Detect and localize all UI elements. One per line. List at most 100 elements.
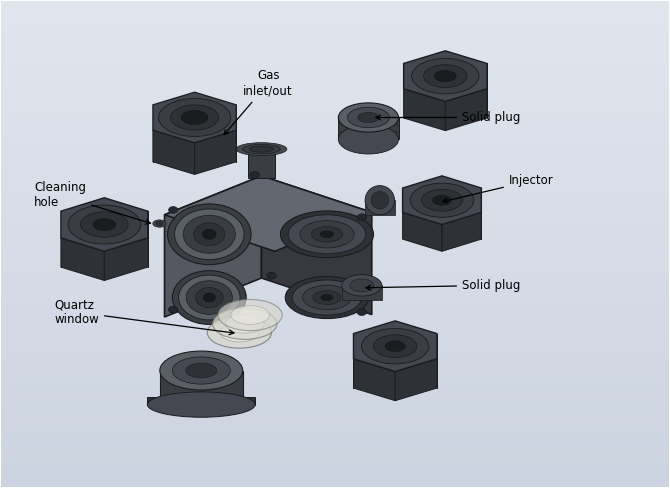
Bar <box>1 236 669 240</box>
Bar <box>1 370 669 374</box>
Bar <box>1 276 669 281</box>
Ellipse shape <box>285 277 369 319</box>
Bar <box>1 443 669 447</box>
Bar <box>1 325 669 329</box>
Polygon shape <box>165 176 261 317</box>
Bar <box>1 240 669 244</box>
Polygon shape <box>354 359 395 401</box>
Bar <box>1 179 669 183</box>
Polygon shape <box>403 51 487 102</box>
Bar <box>1 191 669 195</box>
Bar <box>1 224 669 228</box>
Ellipse shape <box>281 211 373 258</box>
Bar <box>1 13 669 17</box>
Ellipse shape <box>186 363 217 378</box>
Ellipse shape <box>68 205 141 244</box>
Ellipse shape <box>172 271 246 325</box>
Polygon shape <box>403 212 442 251</box>
Ellipse shape <box>93 219 116 230</box>
Bar <box>1 61 669 65</box>
Bar <box>1 159 669 163</box>
Polygon shape <box>403 89 446 131</box>
Bar <box>1 378 669 382</box>
Ellipse shape <box>350 279 374 292</box>
Bar <box>1 455 669 459</box>
Bar <box>1 293 669 297</box>
Bar <box>1 459 669 463</box>
Polygon shape <box>147 397 255 405</box>
Circle shape <box>169 306 178 313</box>
Polygon shape <box>61 198 148 251</box>
Bar <box>1 65 669 70</box>
Bar <box>1 139 669 142</box>
Ellipse shape <box>236 142 287 156</box>
Bar <box>1 248 669 252</box>
Ellipse shape <box>156 222 163 225</box>
Ellipse shape <box>423 65 467 87</box>
Bar <box>1 374 669 378</box>
Circle shape <box>267 272 276 279</box>
Bar <box>1 346 669 349</box>
Ellipse shape <box>300 221 354 248</box>
Bar <box>1 475 669 479</box>
Bar <box>1 309 669 313</box>
Bar <box>1 187 669 191</box>
Ellipse shape <box>153 220 166 227</box>
Bar <box>1 163 669 167</box>
Ellipse shape <box>411 59 479 94</box>
Polygon shape <box>338 131 399 133</box>
Bar <box>1 317 669 321</box>
Circle shape <box>169 206 178 213</box>
Circle shape <box>250 171 259 178</box>
Bar <box>1 288 669 293</box>
Circle shape <box>357 214 366 221</box>
Ellipse shape <box>218 300 282 330</box>
Bar <box>1 447 669 451</box>
Bar <box>1 427 669 430</box>
Bar <box>1 29 669 33</box>
Ellipse shape <box>373 335 417 358</box>
Bar <box>1 5 669 9</box>
Text: Quartz
window: Quartz window <box>54 298 234 335</box>
Bar <box>1 353 669 358</box>
Bar <box>1 90 669 94</box>
Bar <box>1 256 669 260</box>
Ellipse shape <box>365 185 395 215</box>
Polygon shape <box>194 130 237 174</box>
Bar <box>1 329 669 333</box>
Bar <box>1 313 669 317</box>
Bar <box>1 463 669 467</box>
Bar <box>1 86 669 90</box>
Bar <box>1 122 669 126</box>
Bar <box>1 53 669 58</box>
Polygon shape <box>105 238 148 281</box>
Bar <box>1 418 669 423</box>
Polygon shape <box>365 200 395 215</box>
Polygon shape <box>165 176 372 251</box>
Ellipse shape <box>385 341 405 351</box>
Ellipse shape <box>362 328 429 364</box>
Bar <box>1 70 669 74</box>
Ellipse shape <box>249 146 273 152</box>
Polygon shape <box>395 359 437 401</box>
Ellipse shape <box>320 231 334 238</box>
Bar <box>1 244 669 248</box>
Ellipse shape <box>182 110 208 124</box>
Bar <box>1 216 669 220</box>
Ellipse shape <box>434 70 456 82</box>
Bar <box>1 195 669 200</box>
Ellipse shape <box>292 280 362 315</box>
Bar <box>1 0 669 5</box>
Bar <box>1 118 669 122</box>
Ellipse shape <box>342 275 382 296</box>
Bar <box>1 264 669 268</box>
Ellipse shape <box>231 305 269 325</box>
Bar <box>1 58 669 61</box>
Bar <box>1 435 669 439</box>
Bar <box>1 110 669 114</box>
Bar <box>1 37 669 41</box>
Bar <box>1 147 669 151</box>
Text: Injector: Injector <box>443 174 553 203</box>
Bar <box>1 382 669 386</box>
Bar <box>1 423 669 427</box>
